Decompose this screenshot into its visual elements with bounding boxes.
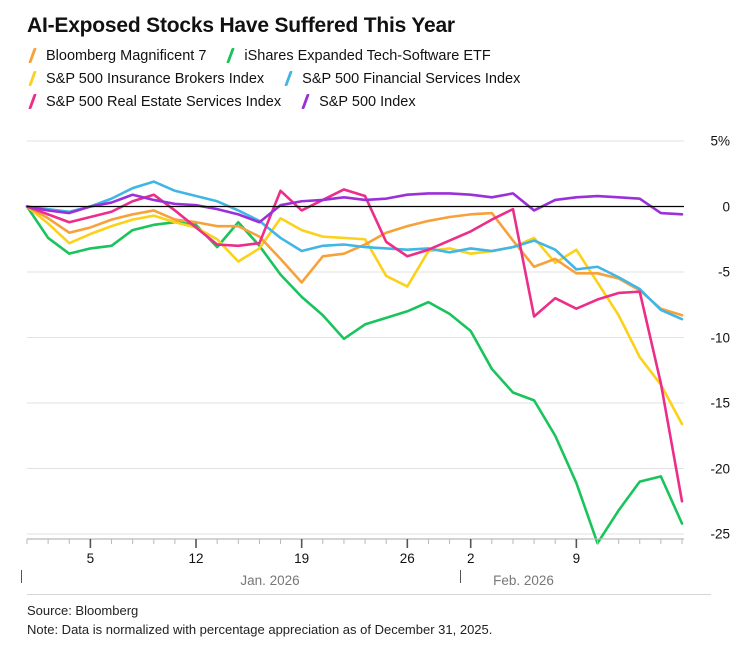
legend-item-brokers[interactable]: S&P 500 Insurance Brokers Index [26,71,264,87]
note-text: Note: Data is normalized with percentage… [27,622,493,637]
y-axis-tick-label: -15 [710,395,730,411]
y-axis-tick-label: -10 [710,330,730,345]
chart-footer: Source: Bloomberg Note: Data is normaliz… [27,601,492,639]
chart-legend: Bloomberg Magnificent 7 iShares Expanded … [26,44,716,113]
legend-label: S&P 500 Real Estate Services Index [46,93,282,110]
legend-label: iShares Expanded Tech-Software ETF [244,47,491,64]
legend-item-mag7[interactable]: Bloomberg Magnificent 7 [26,48,206,64]
source-text: Source: Bloomberg [27,603,139,618]
legend-label: Bloomberg Magnificent 7 [46,47,207,64]
legend-label: S&P 500 Financial Services Index [302,70,521,87]
legend-row: Bloomberg Magnificent 7 iShares Expanded … [26,44,716,67]
legend-row: S&P 500 Real Estate Services Index S&P 50… [26,90,716,113]
x-axis-month-separator [460,570,462,583]
x-axis-tick-label: 12 [188,551,204,566]
y-axis-tick-label: -25 [710,526,730,542]
y-axis-tick-label: -20 [710,461,730,476]
x-axis-tick-label: 19 [294,551,310,566]
y-axis-tick-label: 5% [710,133,730,149]
x-axis-tick-label: 9 [572,551,581,566]
x-axis-month-separator [20,570,22,583]
x-axis-month-label: Feb. 2026 [493,573,554,588]
y-axis-tick-label: 0 [722,199,730,214]
legend-row: S&P 500 Insurance Brokers Index S&P 500 F… [26,67,716,90]
legend-label: S&P 500 Insurance Brokers Index [46,70,265,87]
x-axis-tick-label: 2 [466,551,475,566]
legend-item-spx[interactable]: S&P 500 Index [299,93,416,110]
legend-item-realestate[interactable]: S&P 500 Real Estate Services Index [26,94,281,110]
footer-divider [27,594,711,595]
x-axis-month-label: Jan. 2026 [240,573,300,588]
legend-item-igv[interactable]: iShares Expanded Tech-Software ETF [224,47,491,64]
legend-label: S&P 500 Index [319,93,416,110]
x-axis-tick-label: 5 [86,551,95,566]
page-title: AI-Exposed Stocks Have Suffered This Yea… [27,14,455,37]
legend-item-finserv[interactable]: S&P 500 Financial Services Index [282,71,520,87]
x-axis-tick-label: 26 [399,551,415,566]
y-axis-tick-label: -5 [717,264,730,280]
